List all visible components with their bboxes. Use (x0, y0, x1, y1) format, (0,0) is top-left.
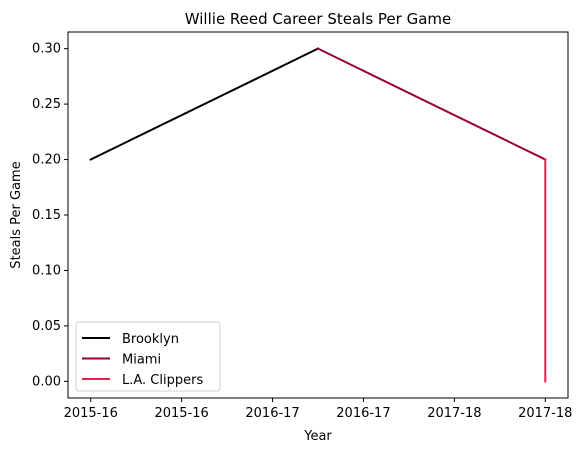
y-tick-label: 0.00 (32, 374, 61, 389)
chart-title: Willie Reed Career Steals Per Game (185, 10, 451, 28)
x-axis-label: Year (303, 429, 332, 444)
y-tick-label: 0.15 (32, 208, 61, 223)
legend: Brooklyn Miami L.A. Clippers (75, 321, 221, 392)
series-line-brooklyn (89, 47, 320, 161)
series-line-miami (316, 47, 547, 161)
y-tick-label: 0.05 (32, 319, 61, 334)
y-tick-label: 0.20 (32, 153, 61, 168)
legend-label-brooklyn: Brooklyn (122, 332, 179, 347)
y-tick-label: 0.30 (32, 42, 61, 57)
y-axis-label: Steals Per Game (9, 161, 24, 268)
x-axis: 2015-16 2015-16 2016-17 2016-17 2017-18 2017-… (64, 398, 572, 421)
x-tick-label: 2015-16 (154, 406, 208, 421)
x-tick-label: 2016-17 (336, 406, 390, 421)
x-tick-label: 2016-17 (245, 406, 299, 421)
y-tick-label: 0.25 (32, 97, 61, 112)
x-tick-label: 2015-16 (64, 406, 118, 421)
y-tick-label: 0.10 (32, 263, 61, 278)
legend-box (75, 321, 221, 392)
legend-label-l-a-clippers: L.A. Clippers (122, 373, 203, 388)
y-axis: 0.00 0.05 0.10 0.15 0.20 0.25 0.30 (32, 42, 68, 389)
series-lines (89, 47, 547, 383)
x-tick-label: 2017-18 (427, 406, 481, 421)
x-tick-label: 2017-18 (518, 406, 572, 421)
legend-label-miami: Miami (122, 353, 161, 368)
